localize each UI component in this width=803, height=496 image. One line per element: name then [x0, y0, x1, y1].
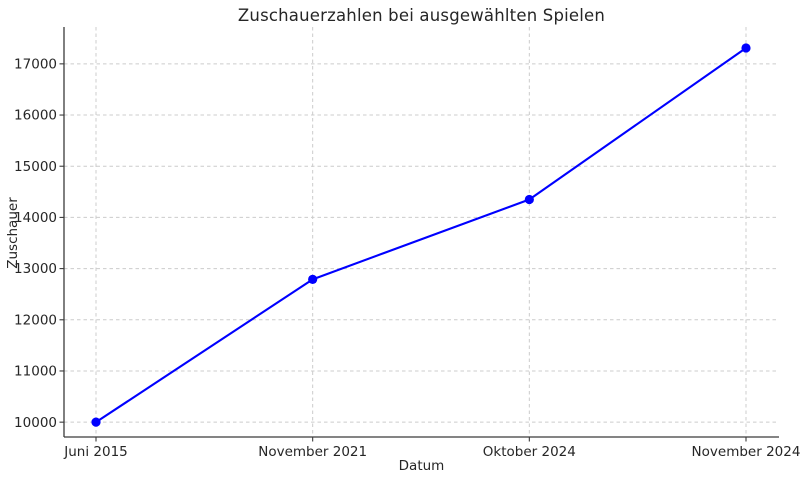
y-tick-label: 17000 [14, 56, 57, 72]
y-tick-label: 16000 [14, 108, 57, 124]
data-point-marker [91, 417, 101, 427]
x-tick-label: Juni 2015 [63, 444, 128, 460]
data-point-marker [524, 194, 534, 205]
y-tick-label: 15000 [14, 159, 57, 175]
y-tick-label: 13000 [14, 261, 57, 277]
data-line [94, 46, 748, 424]
y-tick-label: 14000 [14, 210, 57, 226]
x-tick-label: Oktober 2024 [483, 444, 576, 460]
y-tick-label: 10000 [14, 415, 57, 431]
x-axis-label: Datum [398, 458, 445, 474]
data-point-marker [308, 274, 318, 284]
y-tick-label: 11000 [14, 364, 57, 380]
chart-title: Zuschauerzahlen bei ausgewählten Spielen [237, 6, 606, 25]
x-tick-label: November 2024 [692, 444, 801, 460]
y-tick-label: 12000 [14, 312, 57, 328]
data-point-marker [741, 43, 751, 53]
x-tick-label: November 2021 [258, 444, 367, 460]
